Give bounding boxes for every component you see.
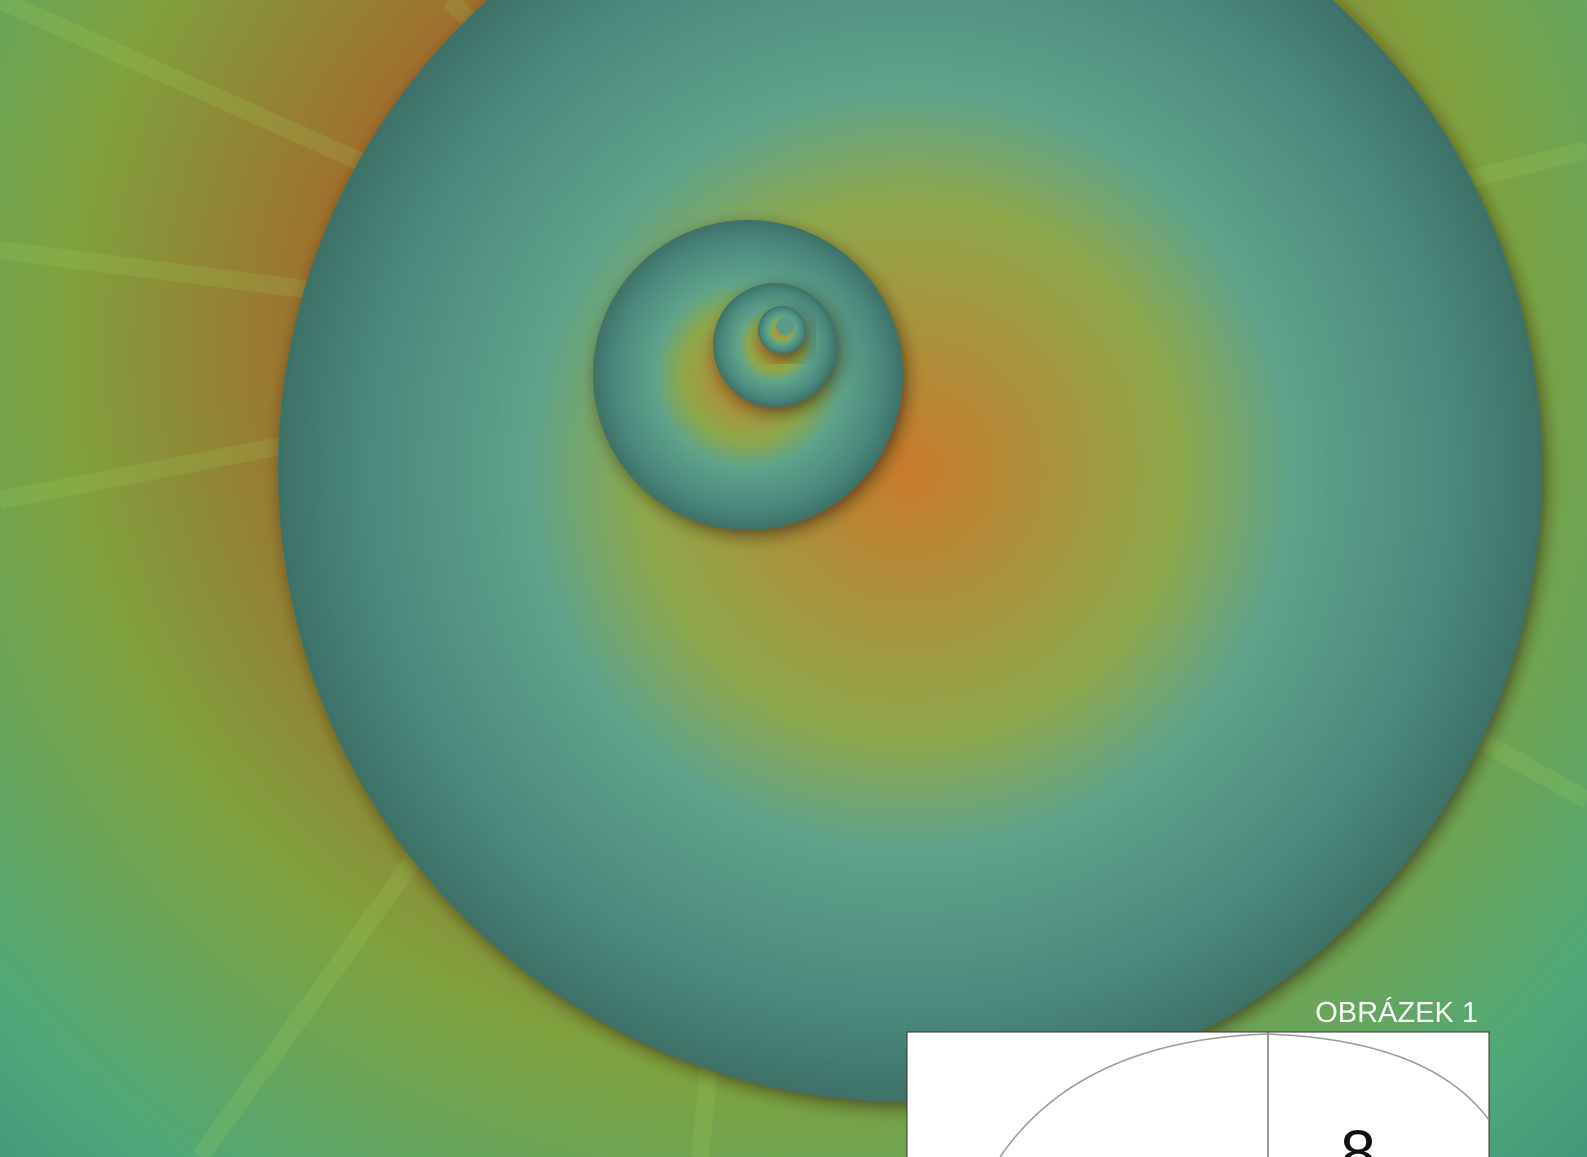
spiral-outer xyxy=(278,0,1542,1102)
figure-box xyxy=(906,1031,1490,1157)
spiral-center xyxy=(776,317,794,335)
caption: OBRÁZEK 1 xyxy=(1315,996,1478,1029)
figure-label: 8 xyxy=(1340,1117,1376,1157)
figure-arc xyxy=(999,1033,1490,1157)
